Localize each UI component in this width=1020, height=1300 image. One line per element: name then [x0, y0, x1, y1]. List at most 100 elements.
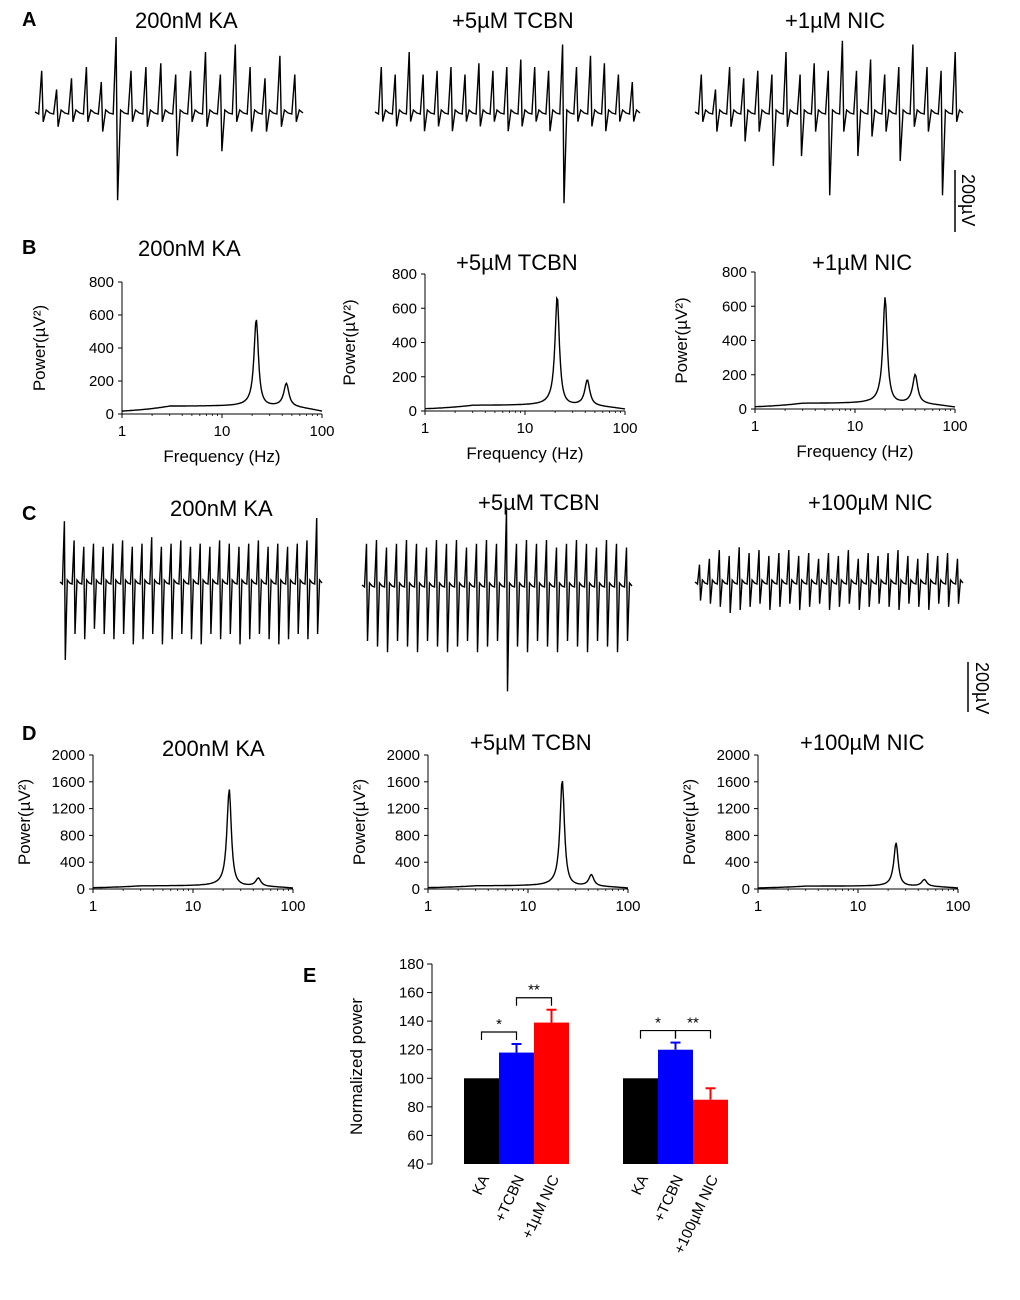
spectrum-title-b2: +5µM TCBN [456, 250, 578, 275]
spectrum-y-tick-label: 0 [409, 403, 417, 420]
spectrum-y-tick-label: 400 [392, 335, 417, 352]
spectrum-y-tick-label: 800 [725, 827, 750, 844]
spectrum-d1: 0 400 800 1200 1600 2000 1 10 100 Power(µV²) [15, 747, 306, 915]
spectrum-y-tick-label: 1200 [387, 801, 420, 818]
spectrum-x-tick-label: 1 [421, 420, 429, 437]
spectrum-x-label: Frequency (Hz) [796, 442, 913, 461]
spectrum-x-tick-label: 100 [309, 423, 334, 440]
trace-title-a2: +5µM TCBN [452, 8, 574, 33]
spectrum-y-tick-label: 0 [106, 406, 114, 423]
spectrum-x-tick-label: 100 [945, 898, 970, 915]
trace-title-a1: 200nM KA [135, 8, 238, 33]
spectrum-x-tick-label: 1 [424, 898, 432, 915]
trace-a1 [34, 36, 304, 201]
spectrum-y-tick-label: 1600 [387, 774, 420, 791]
bar-category-label: KA [628, 1173, 652, 1198]
spectrum-x-tick-label: 100 [280, 898, 305, 915]
spectrum-y-tick-label: 800 [392, 266, 417, 283]
spectrum-y-tick-label: 800 [60, 827, 85, 844]
bar-category-label: +TCBN [492, 1173, 528, 1225]
spectrum-x-tick-label: 10 [185, 898, 202, 915]
bar-category-label: +TCBN [651, 1173, 687, 1225]
spectrum-y-tick-label: 600 [392, 300, 417, 317]
trace-title-c3: +100µM NIC [808, 490, 933, 515]
panel-letter-b: B [22, 237, 36, 259]
spectrum-curve [93, 789, 293, 889]
spectrum-x-tick-label: 100 [612, 420, 637, 437]
spectrum-y-tick-label: 1600 [717, 774, 750, 791]
spectrum-x-tick-label: 100 [942, 418, 967, 435]
spectrum-y-tick-label: 1200 [717, 801, 750, 818]
trace-title-c1: 200nM KA [170, 496, 273, 521]
bar-y-tick-label: 180 [399, 956, 424, 973]
spectrum-d3: 0 400 800 1200 1600 2000 1 10 100 Power(µV²) [680, 747, 971, 915]
bar-2-2 [658, 1049, 693, 1164]
bar-1-1 [464, 1078, 499, 1164]
spectrum-y-tick-label: 200 [392, 369, 417, 386]
bar-1-3 [534, 1022, 569, 1164]
spectrum-y-label: Power(µV²) [340, 299, 359, 385]
spectrum-y-tick-label: 400 [89, 340, 114, 357]
spectrum-x-tick-label: 1 [754, 898, 762, 915]
spectrum-title-b1: 200nM KA [138, 236, 241, 261]
significance-bracket [674, 1029, 712, 1039]
spectrum-y-tick-label: 1600 [52, 774, 85, 791]
spectrum-y-tick-label: 400 [60, 854, 85, 871]
spectrum-y-tick-label: 0 [77, 881, 85, 898]
spectrum-y-tick-label: 0 [412, 881, 420, 898]
spectrum-y-tick-label: 400 [395, 854, 420, 871]
spectrum-d2: 0 400 800 1200 1600 2000 1 10 100 Power(µV²) [350, 747, 641, 915]
bar-y-tick-label: 60 [407, 1127, 424, 1144]
bar-2-3 [693, 1099, 728, 1164]
spectrum-x-tick-label: 10 [214, 423, 231, 440]
spectrum-b3: 0 200 400 600 800 1 10 100 Power(µV²) Frequency (… [672, 264, 968, 461]
spectrum-title-d1: 200nM KA [162, 736, 265, 761]
trace-title-a3: +1µM NIC [785, 8, 885, 33]
spectrum-title-b3: +1µM NIC [812, 250, 912, 275]
spectrum-x-tick-label: 10 [520, 898, 537, 915]
bar-2-1 [623, 1078, 658, 1164]
spectrum-y-tick-label: 800 [395, 827, 420, 844]
significance-bracket [639, 1029, 677, 1039]
spectrum-y-label: Power(µV²) [672, 297, 691, 383]
significance-label: ** [687, 1015, 699, 1032]
spectrum-y-tick-label: 800 [722, 264, 747, 281]
bar-y-tick-label: 80 [407, 1099, 424, 1116]
spectrum-y-tick-label: 0 [742, 881, 750, 898]
spectrum-y-tick-label: 400 [722, 333, 747, 350]
spectrum-x-tick-label: 1 [118, 423, 126, 440]
panel-letter-c: C [22, 503, 36, 525]
spectrum-title-d3: +100µM NIC [800, 730, 925, 755]
spectrum-x-label: Frequency (Hz) [466, 444, 583, 463]
spectrum-curve [121, 319, 323, 412]
spectrum-y-label: Power(µV²) [350, 779, 369, 865]
spectrum-y-label: Power(µV²) [15, 779, 34, 865]
spectrum-y-tick-label: 1200 [52, 801, 85, 818]
trace-a2 [374, 44, 641, 204]
panel-letter-d: D [22, 723, 36, 745]
significance-label: * [655, 1015, 661, 1032]
scale-label-c: 200µV [972, 662, 992, 714]
panel-letter-e: E [303, 965, 316, 987]
spectrum-y-tick-label: 800 [89, 274, 114, 291]
spectrum-y-tick-label: 200 [89, 373, 114, 390]
scale-label-a: 200µV [958, 174, 978, 226]
trace-a3 [694, 40, 964, 196]
spectrum-y-tick-label: 2000 [387, 747, 420, 764]
spectrum-x-tick-label: 100 [615, 898, 640, 915]
spectrum-y-tick-label: 600 [89, 307, 114, 324]
spectrum-x-tick-label: 1 [751, 418, 759, 435]
spectrum-y-tick-label: 0 [739, 401, 747, 418]
spectrum-curve [428, 780, 628, 889]
trace-c3 [694, 547, 964, 614]
significance-label: * [496, 1016, 502, 1033]
significance-label: ** [528, 982, 540, 999]
spectrum-x-label: Frequency (Hz) [163, 447, 280, 466]
spectrum-curve [425, 295, 626, 410]
spectrum-x-tick-label: 10 [850, 898, 867, 915]
bar-category-label: KA [469, 1173, 493, 1198]
spectrum-b1: 0 200 400 600 800 1 10 100 Power(µV²) Frequency (… [30, 274, 335, 466]
spectrum-y-tick-label: 400 [725, 854, 750, 871]
